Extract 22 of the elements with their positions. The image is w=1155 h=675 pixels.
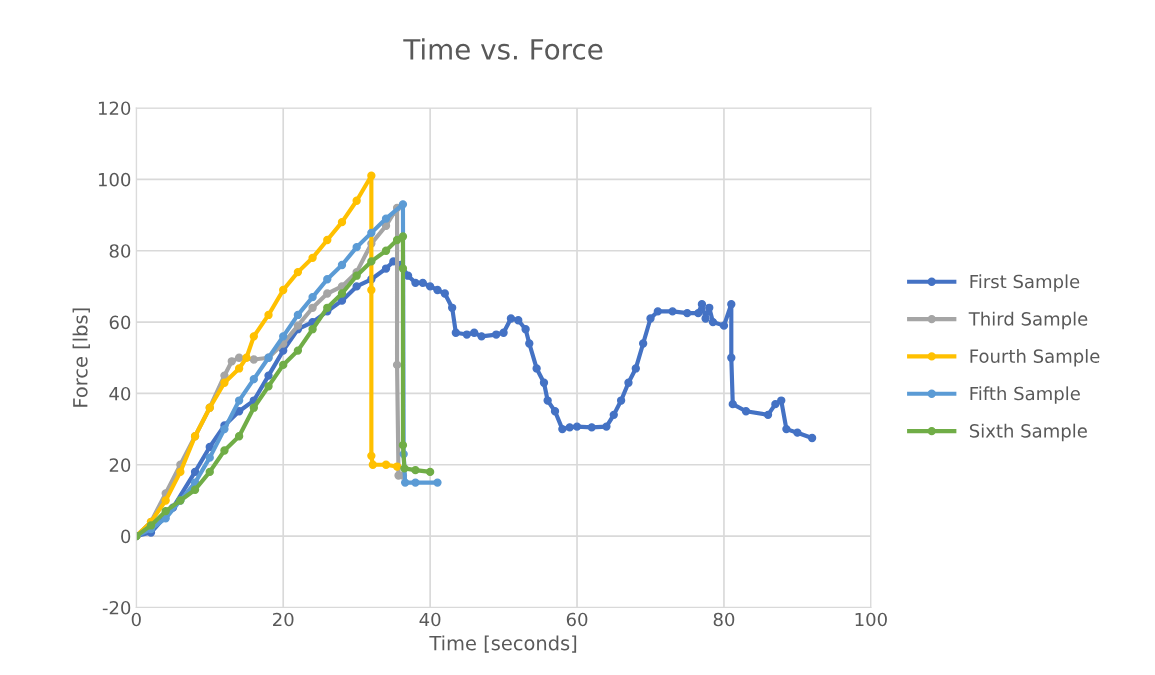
x-tick-label: 0 [131,612,141,627]
legend-label: Sixth Sample [969,423,1087,442]
x-tick-label: 100 [855,612,887,627]
legend-label: Fourth Sample [970,349,1100,367]
y-tick-label: 100 [98,172,131,187]
y-tick-label: 60 [109,315,131,330]
x-tick-label: 60 [566,612,588,627]
y-tick-label: 120 [98,101,131,116]
y-tick-label: -20 [102,600,131,615]
y-tick-label: 40 [109,386,131,401]
y-tick-label: 0 [121,529,131,544]
legend-label: Fifth Sample [970,386,1080,404]
chart-title: Time vs. Force [403,38,603,60]
y-tick-label: 80 [109,244,131,258]
y-axis-title: Force [lbs] [72,308,90,407]
legend-label: Third Sample [968,311,1088,330]
y-tick-label: 20 [109,458,131,472]
x-axis-title: Time [seconds] [429,635,577,653]
legend-label: First Sample [970,274,1080,292]
x-tick-label: 20 [273,612,294,627]
x-tick-label: 80 [713,612,735,627]
x-tick-label: 40 [419,612,441,627]
